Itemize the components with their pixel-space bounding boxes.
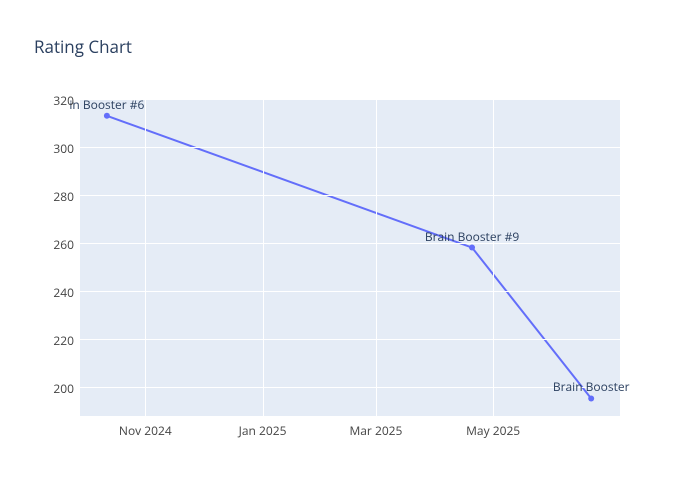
rating-chart: Rating Chart in Booster #6Brain Booster …	[0, 0, 700, 500]
y-tick-label: 320	[53, 92, 74, 109]
data-point[interactable]	[469, 245, 475, 251]
x-tick-label: Nov 2024	[119, 422, 172, 439]
point-label: Brain Booster #9	[425, 228, 519, 245]
x-tick-label: Jan 2025	[239, 422, 287, 439]
y-tick-label: 280	[53, 188, 74, 205]
x-tick-label: Mar 2025	[349, 422, 402, 439]
y-tick-label: 260	[53, 236, 74, 253]
y-tick-label: 240	[53, 284, 74, 301]
chart-title: Rating Chart	[34, 35, 132, 58]
gridline-v	[263, 99, 264, 416]
gridline-v	[145, 99, 146, 416]
data-point[interactable]	[588, 395, 594, 401]
gridline-v	[376, 99, 377, 416]
gridline-h	[80, 339, 620, 340]
y-tick-label: 300	[53, 140, 74, 157]
x-tick-label: May 2025	[466, 422, 520, 439]
gridline-h	[80, 147, 620, 148]
y-tick-label: 200	[53, 380, 74, 397]
gridline-h	[80, 387, 620, 388]
data-point[interactable]	[104, 113, 110, 119]
gridline-h	[80, 99, 620, 100]
plot-area: in Booster #6Brain Booster #9Brain Boost…	[80, 99, 620, 416]
gridline-v	[493, 99, 494, 416]
y-tick-label: 220	[53, 332, 74, 349]
gridline-h	[80, 291, 620, 292]
gridline-h	[80, 195, 620, 196]
point-label: in Booster #6	[69, 96, 144, 113]
point-label: Brain Booster	[553, 378, 630, 395]
gridline-h	[80, 243, 620, 244]
